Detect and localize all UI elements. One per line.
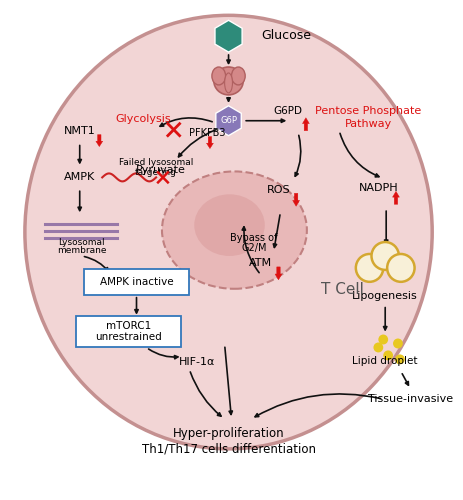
Polygon shape (214, 20, 242, 52)
Text: Pathway: Pathway (344, 118, 391, 128)
Circle shape (371, 242, 398, 270)
Text: mTORC1
unrestrained: mTORC1 unrestrained (95, 320, 162, 342)
Text: AMPK: AMPK (64, 172, 95, 182)
Polygon shape (302, 118, 309, 130)
Text: NADPH: NADPH (358, 184, 397, 194)
Polygon shape (206, 136, 213, 148)
Ellipse shape (213, 67, 243, 95)
FancyBboxPatch shape (76, 316, 181, 348)
Text: Failed lysosomal: Failed lysosomal (119, 158, 193, 167)
Text: Lysosomal: Lysosomal (58, 238, 105, 246)
Polygon shape (215, 106, 241, 136)
Polygon shape (275, 267, 282, 280)
Circle shape (386, 254, 413, 282)
Ellipse shape (162, 172, 306, 289)
Text: targeting: targeting (135, 168, 177, 177)
Text: Glucose: Glucose (260, 28, 310, 42)
Text: HIF-1α: HIF-1α (179, 358, 215, 368)
Polygon shape (292, 194, 299, 206)
Ellipse shape (212, 67, 225, 85)
Ellipse shape (224, 73, 232, 93)
Text: ROS: ROS (266, 186, 290, 196)
Text: Lipid droplet: Lipid droplet (352, 356, 417, 366)
Circle shape (382, 350, 392, 360)
Text: NMT1: NMT1 (64, 126, 95, 136)
Text: Th1/Th17 cells differentiation: Th1/Th17 cells differentiation (141, 442, 315, 456)
Text: T Cell: T Cell (320, 282, 363, 298)
Text: ATM: ATM (249, 258, 272, 268)
Circle shape (392, 338, 402, 348)
Text: membrane: membrane (57, 246, 106, 256)
Text: Bypass of: Bypass of (230, 233, 277, 243)
Circle shape (394, 354, 404, 364)
Text: Lipogenesis: Lipogenesis (351, 290, 417, 300)
Text: Tissue-invasive: Tissue-invasive (367, 394, 452, 404)
Polygon shape (392, 192, 399, 204)
Text: PFKFB3: PFKFB3 (188, 128, 225, 138)
Text: Glycolysis: Glycolysis (115, 114, 171, 124)
Text: Pentose Phosphate: Pentose Phosphate (315, 106, 421, 116)
Text: G6P: G6P (219, 116, 237, 125)
Text: G2/M: G2/M (241, 243, 266, 253)
FancyBboxPatch shape (84, 269, 188, 294)
Circle shape (377, 334, 388, 344)
Text: AMPK inactive: AMPK inactive (100, 277, 173, 287)
Text: Pyruvate: Pyruvate (136, 166, 186, 175)
Ellipse shape (231, 67, 244, 85)
Text: Hyper-proliferation: Hyper-proliferation (172, 428, 284, 440)
Ellipse shape (25, 16, 431, 449)
Circle shape (373, 342, 382, 352)
Ellipse shape (194, 194, 264, 256)
Polygon shape (96, 134, 102, 146)
Circle shape (355, 254, 382, 282)
Text: G6PD: G6PD (273, 106, 302, 116)
